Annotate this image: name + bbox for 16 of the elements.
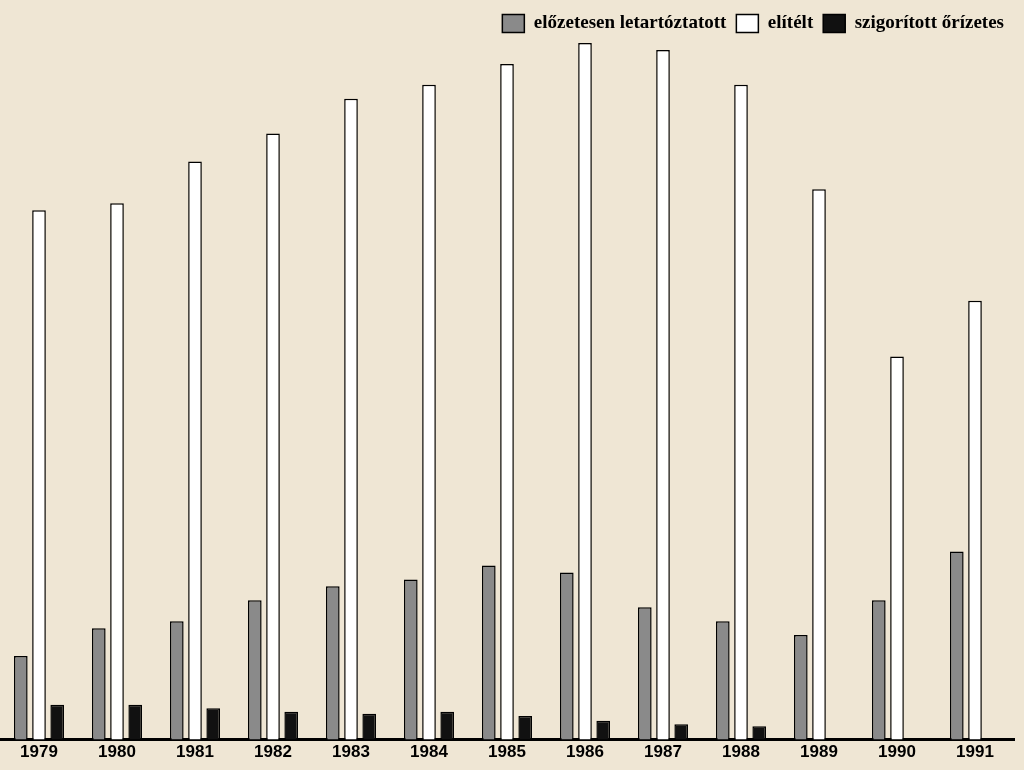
x-tick-label: 1990 (878, 742, 916, 762)
x-tick-label: 1991 (956, 742, 994, 762)
x-tick-label: 1983 (332, 742, 370, 762)
legend-label: előzetesen letartóztatott (533, 11, 728, 33)
legend-label: szigorított őrízetes (854, 11, 1005, 33)
x-tick-label: 1980 (98, 742, 136, 762)
x-tick-label: 1981 (176, 742, 214, 762)
x-tick-label: 1979 (20, 742, 58, 762)
x-tick-label: 1988 (722, 742, 760, 762)
x-tick-label: 1986 (566, 742, 604, 762)
x-tick-label: 1987 (644, 742, 682, 762)
x-tick-label: 1989 (800, 742, 838, 762)
x-tick-label: 1985 (488, 742, 526, 762)
legend-label: elítélt (767, 11, 814, 33)
x-tick-label: 1984 (410, 742, 449, 762)
x-tick-label: 1982 (254, 742, 292, 762)
